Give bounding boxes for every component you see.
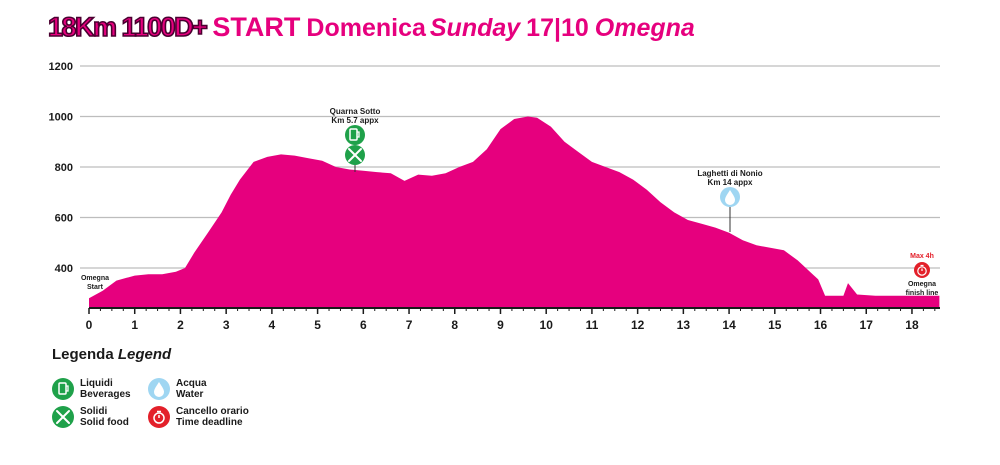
title-start: START: [212, 12, 301, 42]
marker-quarna-sublabel: Km 5.7 appx: [331, 116, 379, 125]
x-tick-label: 8: [451, 318, 458, 332]
x-tick-label: 10: [540, 318, 554, 332]
legend-deadline-it: Cancello orario: [176, 406, 249, 417]
x-tick-label: 9: [497, 318, 504, 332]
finish-time-limit: Max 4h: [910, 253, 934, 260]
timer-icon: [914, 262, 930, 278]
y-tick-label: 600: [55, 213, 73, 225]
marker-quarna-label: Quarna Sotto: [330, 107, 381, 116]
page-title: 18Km 1100D+ START Domenica Sunday 17|10 Omegn…: [47, 11, 695, 50]
x-tick-label: 12: [631, 318, 645, 332]
x-tick-label: 5: [314, 318, 321, 332]
x-tick-label: 17: [860, 318, 874, 332]
x-tick-label: 13: [677, 318, 691, 332]
legend-water-it: Acqua: [176, 378, 207, 389]
marker-laghetti-di-nonio: Laghetti di Nonio Km 14 appx: [697, 169, 763, 232]
legend-item-beverages: Liquidi Beverages: [52, 378, 131, 400]
x-tick-label: 11: [586, 318, 599, 332]
water-drop-icon: [148, 378, 170, 400]
x-tick-label: 0: [86, 318, 93, 332]
marker-quarna-sotto: Quarna Sotto Km 5.7 appx: [330, 107, 381, 172]
legend-title-en: Legend: [117, 346, 172, 363]
y-tick-label: 1200: [49, 61, 73, 73]
x-tick-label: 1: [131, 318, 138, 332]
legend-item-water: Acqua Water: [148, 378, 207, 400]
legend-beverages-en: Beverages: [80, 389, 131, 400]
elevation-profile-area: [89, 116, 940, 308]
x-tick-label: 2: [177, 318, 184, 332]
beverages-icon: [52, 378, 74, 400]
legend-title-it: Legenda: [52, 346, 114, 363]
legend-deadline-en: Time deadline: [176, 417, 243, 428]
x-tick-label: 15: [768, 318, 782, 332]
title-city: Omegna: [594, 14, 695, 42]
finish-label: Omegna: [908, 281, 936, 288]
legend-solid-it: Solidi: [80, 406, 108, 417]
x-tick-label: 3: [223, 318, 230, 332]
solid-food-icon: [345, 145, 365, 165]
legend-beverages-it: Liquidi: [80, 378, 113, 389]
marker-finish: Max 4h Omegna finish line: [906, 253, 939, 297]
y-tick-label: 400: [55, 263, 73, 275]
x-tick-label: 4: [269, 318, 276, 332]
legend-solid-en: Solid food: [80, 417, 129, 428]
x-tick-label: 18: [905, 318, 919, 332]
x-tick-label: 6: [360, 318, 367, 332]
start-sublabel: Start: [87, 284, 104, 291]
y-axis-ticks: 400 600 800 1000 1200: [49, 61, 73, 275]
water-drop-icon: [720, 187, 740, 207]
x-tick-label: 7: [406, 318, 413, 332]
x-tick-label: 16: [814, 318, 828, 332]
timer-icon: [148, 406, 170, 428]
beverages-icon: [345, 125, 365, 145]
marker-nonio-sublabel: Km 14 appx: [708, 178, 753, 187]
start-label: Omegna: [81, 275, 109, 282]
marker-nonio-label: Laghetti di Nonio: [697, 169, 762, 178]
title-date: 17|10: [526, 14, 589, 42]
legend-item-time-deadline: Cancello orario Time deadline: [148, 406, 249, 428]
legend-item-solid-food: Solidi Solid food: [52, 406, 129, 428]
title-domenica: Domenica: [306, 14, 426, 42]
marker-start: Omegna Start: [81, 275, 109, 291]
x-axis-ticks: 0 1 2 3 4 5 6 7 8 9 10 11 12 13 14 15 16 17 18: [86, 308, 936, 332]
legend-title: Legenda Legend: [52, 346, 171, 363]
y-tick-label: 1000: [49, 112, 73, 124]
y-tick-label: 800: [55, 162, 73, 174]
legend-water-en: Water: [176, 389, 204, 400]
finish-sublabel: finish line: [906, 290, 939, 297]
x-tick-label: 14: [722, 318, 736, 332]
title-distance: 18Km 1100D+: [47, 11, 208, 43]
title-sunday: Sunday: [429, 14, 521, 42]
solid-food-icon: [52, 406, 74, 428]
